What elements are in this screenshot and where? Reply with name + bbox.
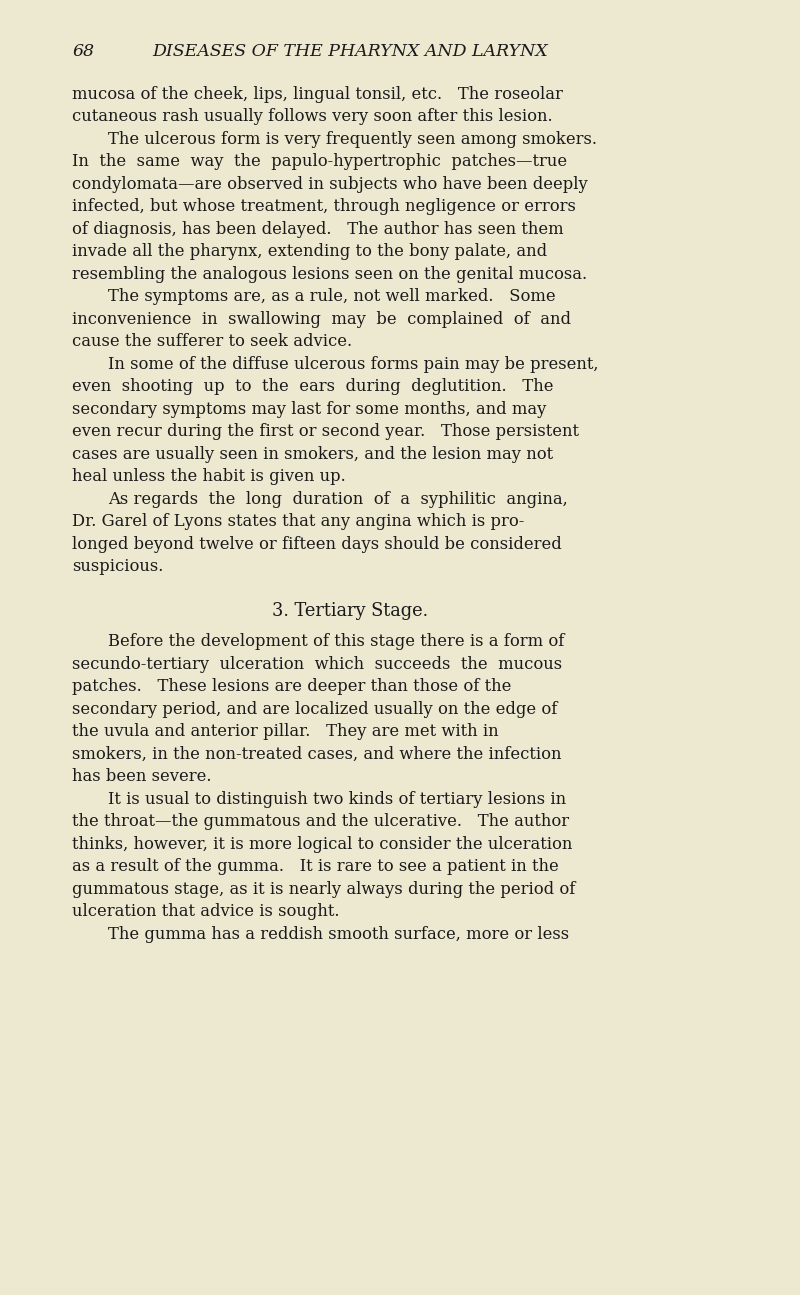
Text: Dr. Garel of Lyons states that any angina which is pro-: Dr. Garel of Lyons states that any angin… <box>72 513 524 530</box>
Text: ulceration that advice is sought.: ulceration that advice is sought. <box>72 903 339 921</box>
Text: thinks, however, it is more logical to consider the ulceration: thinks, however, it is more logical to c… <box>72 835 572 852</box>
Text: The gumma has a reddish smooth surface, more or less: The gumma has a reddish smooth surface, … <box>108 926 569 943</box>
Text: gummatous stage, as it is nearly always during the period of: gummatous stage, as it is nearly always … <box>72 881 575 897</box>
Text: inconvenience  in  swallowing  may  be  complained  of  and: inconvenience in swallowing may be compl… <box>72 311 571 328</box>
Text: secondary period, and are localized usually on the edge of: secondary period, and are localized usua… <box>72 701 558 717</box>
Text: the throat—the gummatous and the ulcerative.   The author: the throat—the gummatous and the ulcerat… <box>72 813 569 830</box>
Text: of diagnosis, has been delayed.   The author has seen them: of diagnosis, has been delayed. The auth… <box>72 220 564 238</box>
Text: cause the sufferer to seek advice.: cause the sufferer to seek advice. <box>72 333 352 350</box>
Text: the uvula and anterior pillar.   They are met with in: the uvula and anterior pillar. They are … <box>72 723 498 741</box>
Text: mucosa of the cheek, lips, lingual tonsil, etc.   The roseolar: mucosa of the cheek, lips, lingual tonsi… <box>72 85 563 102</box>
Text: resembling the analogous lesions seen on the genital mucosa.: resembling the analogous lesions seen on… <box>72 265 587 282</box>
Text: patches.   These lesions are deeper than those of the: patches. These lesions are deeper than t… <box>72 679 511 695</box>
Text: cutaneous rash usually follows very soon after this lesion.: cutaneous rash usually follows very soon… <box>72 109 553 126</box>
Text: 68: 68 <box>72 43 94 60</box>
Text: Before the development of this stage there is a form of: Before the development of this stage the… <box>108 633 564 650</box>
Text: even recur during the first or second year.   Those persistent: even recur during the first or second ye… <box>72 423 579 440</box>
Text: In  the  same  way  the  papulo-hypertrophic  patches—true: In the same way the papulo-hypertrophic … <box>72 153 567 170</box>
Text: The ulcerous form is very frequently seen among smokers.: The ulcerous form is very frequently see… <box>108 131 597 148</box>
Text: heal unless the habit is given up.: heal unless the habit is given up. <box>72 469 346 486</box>
Text: even  shooting  up  to  the  ears  during  deglutition.   The: even shooting up to the ears during degl… <box>72 378 554 395</box>
Text: longed beyond twelve or fifteen days should be considered: longed beyond twelve or fifteen days sho… <box>72 536 562 553</box>
Text: condylomata—are observed in subjects who have been deeply: condylomata—are observed in subjects who… <box>72 176 588 193</box>
Text: smokers, in the non-treated cases, and where the infection: smokers, in the non-treated cases, and w… <box>72 746 562 763</box>
Text: invade all the pharynx, extending to the bony palate, and: invade all the pharynx, extending to the… <box>72 243 547 260</box>
Text: The symptoms are, as a rule, not well marked.   Some: The symptoms are, as a rule, not well ma… <box>108 289 556 306</box>
Text: cases are usually seen in smokers, and the lesion may not: cases are usually seen in smokers, and t… <box>72 445 553 462</box>
Text: has been severe.: has been severe. <box>72 768 211 785</box>
Text: secondary symptoms may last for some months, and may: secondary symptoms may last for some mon… <box>72 400 546 418</box>
Text: secundo-tertiary  ulceration  which  succeeds  the  mucous: secundo-tertiary ulceration which succee… <box>72 655 562 672</box>
Text: As regards  the  long  duration  of  a  syphilitic  angina,: As regards the long duration of a syphil… <box>108 491 568 508</box>
Text: as a result of the gumma.   It is rare to see a patient in the: as a result of the gumma. It is rare to … <box>72 859 558 875</box>
Text: DISEASES OF THE PHARYNX AND LARYNX: DISEASES OF THE PHARYNX AND LARYNX <box>152 43 548 60</box>
Text: In some of the diffuse ulcerous forms pain may be present,: In some of the diffuse ulcerous forms pa… <box>108 356 598 373</box>
Text: 3. Tertiary Stage.: 3. Tertiary Stage. <box>272 602 428 620</box>
Text: suspicious.: suspicious. <box>72 558 163 575</box>
Text: It is usual to distinguish two kinds of tertiary lesions in: It is usual to distinguish two kinds of … <box>108 791 566 808</box>
Text: infected, but whose treatment, through negligence or errors: infected, but whose treatment, through n… <box>72 198 576 215</box>
